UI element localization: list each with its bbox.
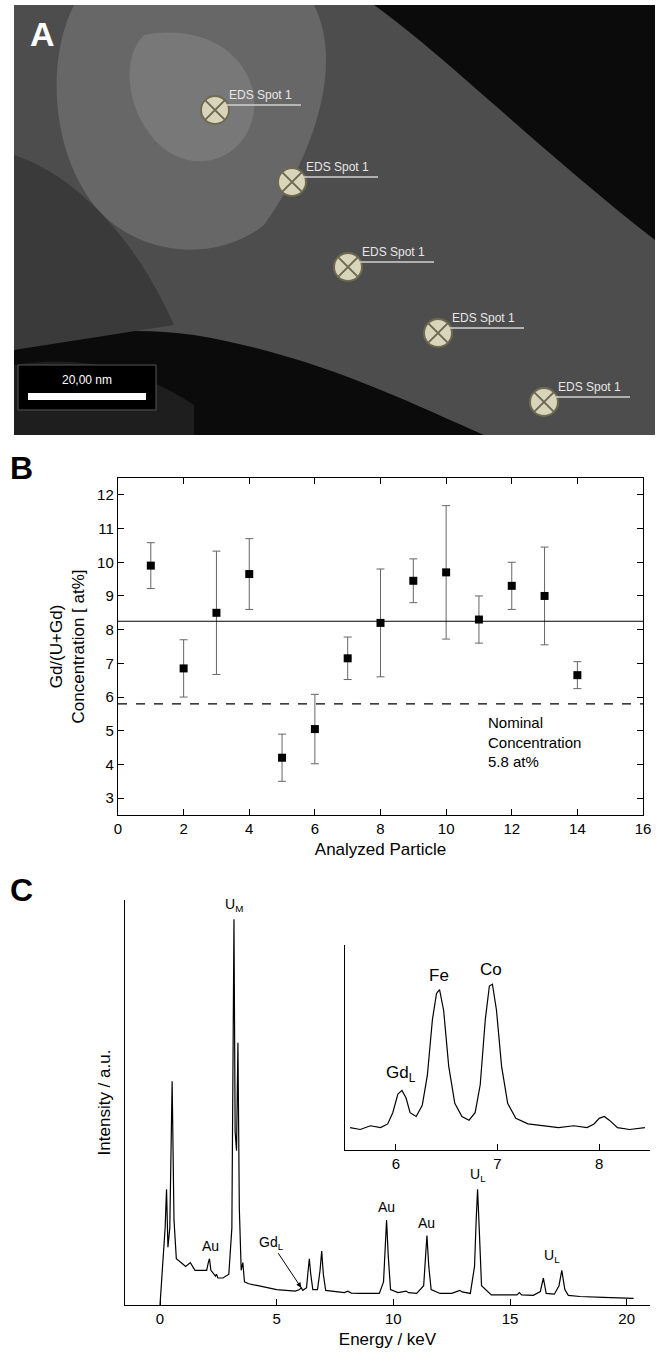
svg-text:11: 11 bbox=[98, 520, 114, 537]
svg-text:Au: Au bbox=[418, 1215, 435, 1231]
svg-text:10: 10 bbox=[385, 1310, 402, 1327]
svg-text:Au: Au bbox=[378, 1199, 395, 1215]
svg-text:5: 5 bbox=[105, 722, 113, 739]
svg-text:6: 6 bbox=[311, 820, 319, 837]
svg-text:7: 7 bbox=[105, 655, 113, 672]
svg-text:12: 12 bbox=[503, 820, 520, 837]
svg-text:4: 4 bbox=[105, 756, 113, 773]
svg-text:EDS Spot 1: EDS Spot 1 bbox=[558, 380, 621, 394]
svg-text:B: B bbox=[10, 450, 33, 486]
svg-text:Co: Co bbox=[480, 960, 502, 979]
svg-text:Gd/(U+Gd)Concentration [ at%]: Gd/(U+Gd)Concentration [ at%] bbox=[47, 569, 88, 723]
svg-text:5: 5 bbox=[272, 1310, 280, 1327]
svg-text:Gd​L​: Gd​L​ bbox=[259, 1234, 284, 1252]
svg-text:6: 6 bbox=[105, 688, 113, 705]
svg-text:C: C bbox=[10, 872, 33, 908]
svg-text:3: 3 bbox=[105, 789, 113, 806]
svg-text:12: 12 bbox=[97, 486, 114, 503]
svg-text:2: 2 bbox=[179, 820, 187, 837]
svg-text:Fe: Fe bbox=[429, 966, 449, 985]
svg-text:8: 8 bbox=[595, 1155, 603, 1172]
svg-text:EDS Spot 1: EDS Spot 1 bbox=[452, 311, 515, 325]
svg-text:0: 0 bbox=[114, 820, 122, 837]
svg-text:10: 10 bbox=[438, 820, 455, 837]
svg-text:10: 10 bbox=[97, 554, 114, 571]
svg-text:9: 9 bbox=[105, 587, 113, 604]
svg-text:6: 6 bbox=[392, 1155, 400, 1172]
svg-text:8: 8 bbox=[376, 820, 384, 837]
svg-text:16: 16 bbox=[635, 820, 652, 837]
svg-text:Energy / keV: Energy / keV bbox=[339, 1330, 437, 1349]
svg-text:Gd​L​: Gd​L​ bbox=[386, 1063, 416, 1085]
svg-text:20,00 nm: 20,00 nm bbox=[62, 373, 112, 387]
svg-text:A: A bbox=[30, 15, 55, 53]
svg-text:EDS Spot 1: EDS Spot 1 bbox=[306, 160, 369, 174]
svg-text:U​L​: U​L​ bbox=[470, 1166, 486, 1184]
svg-text:Au: Au bbox=[202, 1238, 219, 1254]
svg-text:8: 8 bbox=[105, 621, 113, 638]
svg-text:Intensity / a.u.: Intensity / a.u. bbox=[95, 1050, 114, 1156]
svg-text:EDS Spot 1: EDS Spot 1 bbox=[362, 245, 425, 259]
svg-text:0: 0 bbox=[156, 1310, 164, 1327]
svg-text:U​M​: U​M​ bbox=[225, 896, 243, 914]
svg-text:Analyzed Particle: Analyzed Particle bbox=[315, 840, 446, 859]
svg-text:U​L​: U​L​ bbox=[544, 1247, 560, 1265]
svg-text:NominalConcentration5.8 at%: NominalConcentration5.8 at% bbox=[488, 714, 581, 770]
svg-text:4: 4 bbox=[245, 820, 253, 837]
svg-text:20: 20 bbox=[618, 1310, 635, 1327]
svg-text:15: 15 bbox=[502, 1310, 519, 1327]
svg-text:7: 7 bbox=[493, 1155, 501, 1172]
svg-text:EDS Spot 1: EDS Spot 1 bbox=[229, 88, 292, 102]
svg-text:14: 14 bbox=[569, 820, 586, 837]
